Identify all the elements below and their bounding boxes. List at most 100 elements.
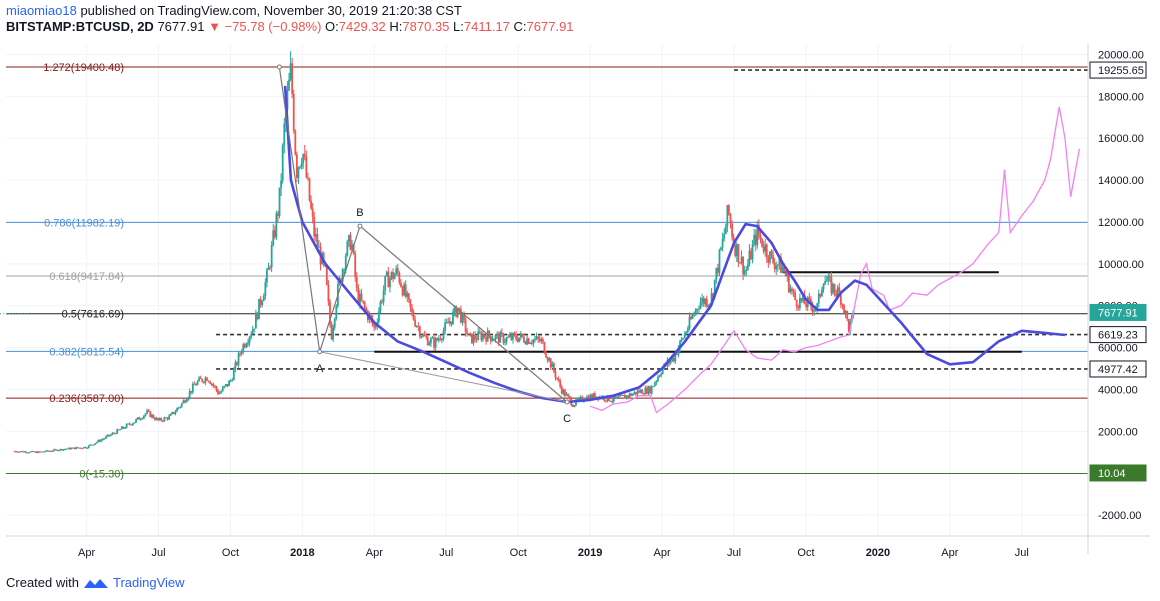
candle-body	[721, 238, 724, 248]
candle-body	[746, 264, 749, 270]
horizontal-lines[interactable]	[216, 69, 1088, 370]
candle-body	[836, 287, 839, 297]
candle-body	[512, 333, 514, 340]
candle-body	[213, 385, 216, 387]
fractal-projection-line	[589, 106, 1081, 414]
candle-body	[513, 333, 516, 335]
candle-body	[455, 306, 458, 317]
candle-body	[739, 262, 741, 264]
tradingview-brand-link[interactable]: TradingView	[112, 575, 185, 590]
candle-body	[527, 338, 530, 344]
candle-body	[653, 382, 656, 387]
candle-body	[767, 257, 770, 263]
candle-body	[92, 444, 95, 446]
candle-body	[29, 451, 32, 453]
candle-body	[652, 386, 655, 388]
candle-body	[773, 262, 776, 270]
candle-body	[65, 448, 68, 450]
candle-body	[623, 395, 626, 399]
candle-body	[196, 381, 199, 385]
candle-body	[548, 358, 551, 361]
candle-body	[202, 381, 205, 383]
candle-body	[439, 338, 442, 340]
author-link[interactable]: miaomiao18	[6, 3, 77, 18]
candle-body	[515, 334, 517, 340]
candle-body	[125, 424, 128, 428]
candle-body	[650, 386, 653, 394]
candle-body	[300, 163, 303, 167]
publish-info: published on TradingView.com, November 3…	[80, 3, 462, 18]
candle-body	[825, 280, 828, 282]
candle-body	[537, 336, 540, 339]
candle-body	[786, 274, 789, 277]
publish-line: miaomiao18 published on TradingView.com,…	[6, 3, 1106, 19]
candle-body	[108, 434, 111, 436]
candle-body	[497, 333, 500, 343]
candle-body	[135, 419, 137, 423]
candle-body	[215, 386, 218, 391]
candle-body	[502, 334, 505, 343]
candle-body	[794, 292, 797, 300]
candle-body	[206, 377, 208, 381]
candle-body	[292, 93, 295, 131]
candle-body	[330, 324, 333, 340]
fib-level-label: 0(-15.30)	[79, 469, 124, 481]
candle-body	[691, 315, 694, 319]
candle-body	[160, 418, 163, 421]
candle-body	[430, 338, 432, 344]
candle-body	[62, 449, 65, 451]
candle-body	[627, 395, 629, 398]
moving-average[interactable]	[283, 85, 1066, 404]
candle-body	[68, 447, 71, 450]
candle-body	[824, 281, 827, 285]
fibonacci-levels[interactable]: 1.272(19400.48) 0.786(11982.19) 0.618(9417…	[0, 62, 1088, 481]
candle-body	[198, 377, 201, 382]
candle-body	[565, 394, 568, 396]
x-tick-label: Apr	[366, 547, 383, 559]
candle-body	[426, 337, 429, 346]
candle-body	[61, 448, 63, 451]
candle-body	[830, 277, 833, 294]
x-tick-label: Oct	[222, 547, 239, 559]
candle-body	[209, 381, 212, 385]
candle-body	[357, 288, 360, 304]
candle-body	[489, 336, 492, 342]
candle-body	[273, 230, 276, 238]
candle-body	[541, 339, 544, 343]
candle-body	[821, 289, 823, 296]
candle-body	[551, 363, 554, 368]
candle-body	[843, 304, 845, 314]
candle-body	[817, 293, 820, 304]
candle-body	[423, 334, 426, 337]
candle-body	[415, 326, 418, 328]
candle-body	[344, 255, 347, 270]
candle-body	[27, 452, 30, 454]
candle-body	[772, 254, 774, 263]
candle-body	[254, 312, 257, 329]
candle-body	[37, 451, 40, 454]
candle-body	[564, 389, 566, 396]
candle-body	[552, 363, 555, 372]
candle-body	[94, 443, 96, 445]
fractal-projection[interactable]	[589, 106, 1081, 414]
candle-body	[332, 327, 335, 340]
candle-body	[83, 446, 85, 449]
candle-body	[559, 380, 562, 387]
candle-body	[655, 380, 658, 383]
candle-body	[299, 166, 301, 168]
axes[interactable]: -2000.002000.004000.006000.008000.001000…	[6, 44, 1150, 559]
x-tick-label: 2020	[866, 547, 890, 559]
candle-body	[143, 415, 145, 419]
candle-body	[622, 395, 625, 397]
candle-body	[177, 407, 180, 409]
candle-body	[669, 360, 672, 364]
candle-body	[467, 333, 470, 335]
candle-body	[731, 223, 733, 238]
candle-body	[775, 266, 778, 270]
candle-body	[628, 393, 631, 398]
candle-body	[573, 405, 576, 407]
candle-body	[452, 311, 454, 325]
candle-body	[261, 301, 264, 305]
abc-pattern[interactable]: A B C	[276, 64, 571, 425]
